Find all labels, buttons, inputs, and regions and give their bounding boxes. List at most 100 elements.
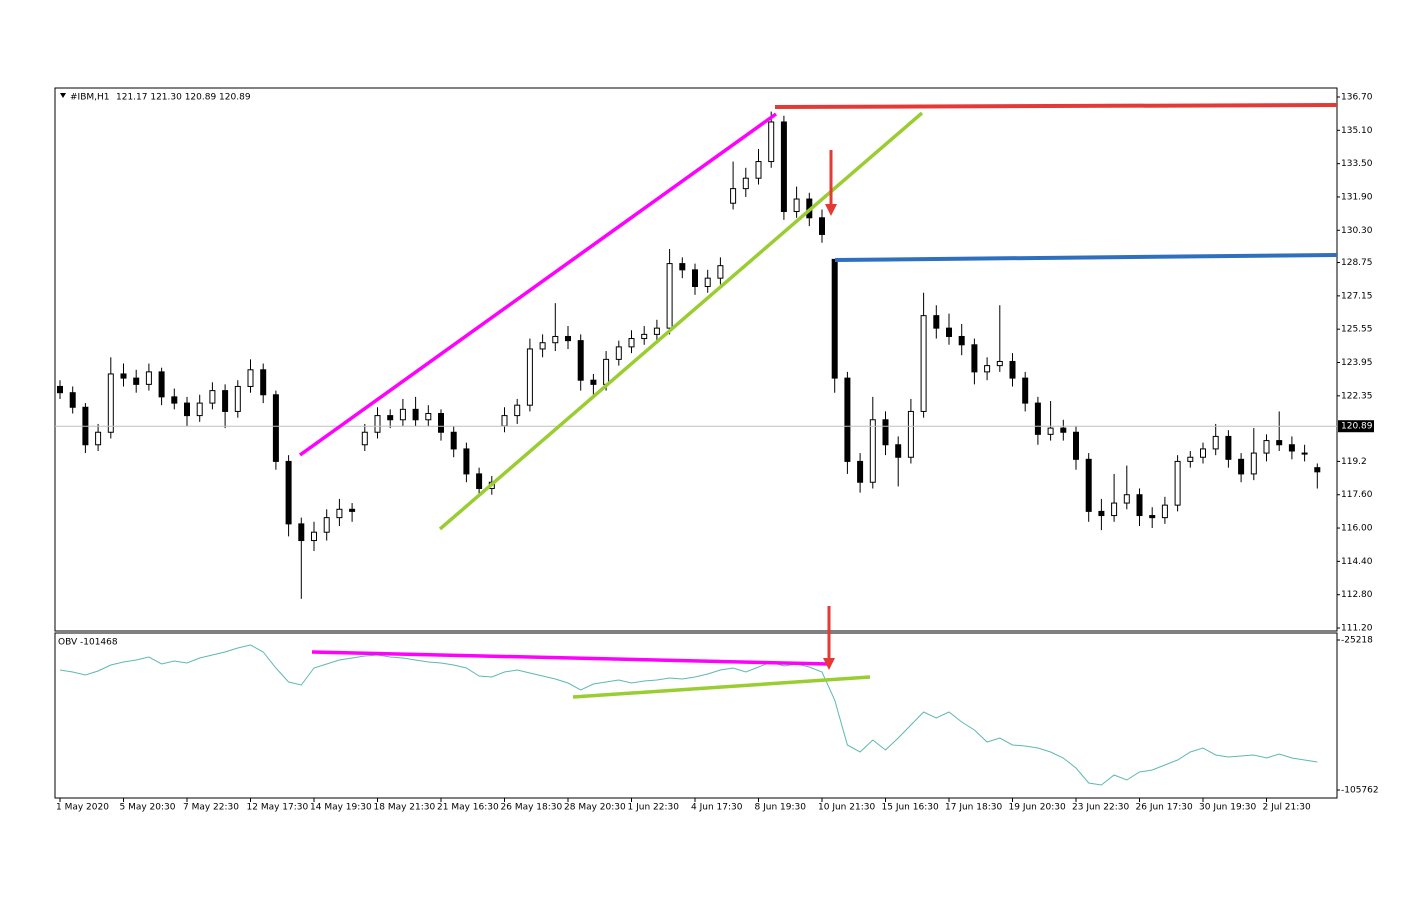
- candle-body: [1009, 360, 1016, 379]
- candle-body: [1123, 494, 1130, 504]
- candle-body: [272, 394, 279, 462]
- x-tick-label: 18 May 21:30: [374, 803, 436, 813]
- candle-body: [222, 390, 229, 412]
- trend-line: [572, 675, 871, 699]
- candle-body: [895, 444, 902, 458]
- x-tick-label: 5 May 20:30: [120, 803, 176, 813]
- candle-body: [730, 188, 737, 204]
- candle-body: [590, 379, 597, 385]
- current-price-box: [1338, 420, 1374, 433]
- annotations: [298, 103, 1338, 699]
- x-tick-label: 7 May 22:30: [183, 803, 239, 813]
- trend-line: [438, 111, 924, 531]
- candle-body: [1174, 460, 1181, 506]
- candle-body: [1047, 427, 1054, 435]
- obv-pane: [54, 632, 1338, 799]
- candle-body: [260, 369, 267, 396]
- candle-body: [425, 413, 432, 421]
- x-tick-label: 1 Jun 22:30: [628, 803, 680, 813]
- candle-body: [552, 335, 559, 344]
- candle-body: [920, 315, 927, 412]
- candle-body: [323, 517, 330, 533]
- candle-body: [1263, 440, 1270, 454]
- candle-body: [145, 371, 152, 385]
- candle-body: [1301, 452, 1308, 455]
- candle-body: [704, 277, 711, 287]
- candle-body: [463, 448, 470, 475]
- candle-body: [984, 365, 991, 373]
- y-tick-label: 125.55: [1341, 325, 1373, 335]
- x-tick-label: 10 Jun 21:30: [818, 803, 875, 813]
- x-tick-label: 30 Jun 19:30: [1199, 803, 1256, 813]
- candle-body: [501, 415, 508, 427]
- current-price-label: 120.89: [1341, 422, 1373, 432]
- candle-body: [907, 410, 914, 458]
- x-tick-label: 2 Jul 21:30: [1263, 803, 1312, 813]
- candle-body: [1085, 458, 1092, 512]
- arrow-head: [823, 658, 835, 670]
- candle-body: [628, 338, 635, 348]
- x-tick-label: 4 Jun 17:30: [691, 803, 743, 813]
- candle-body: [1022, 377, 1029, 404]
- pane-menu-icon: [60, 93, 66, 98]
- y-tick-label: 114.40: [1341, 557, 1373, 567]
- candle-body: [793, 198, 800, 213]
- x-tick-label: 23 Jun 22:30: [1072, 803, 1129, 813]
- candle-body: [450, 431, 457, 450]
- x-tick-label: 1 May 2020: [56, 803, 109, 813]
- y-tick-label: 130.30: [1341, 226, 1373, 236]
- candle-body: [1238, 458, 1245, 475]
- candle-body: [780, 121, 787, 213]
- candle-body: [1212, 435, 1219, 450]
- candle-body: [412, 408, 419, 421]
- candle-body: [717, 265, 724, 279]
- y-tick-label: 111.20: [1341, 624, 1373, 634]
- candle-body: [1034, 402, 1041, 435]
- candle-body: [374, 415, 381, 433]
- candle-body: [819, 217, 825, 235]
- candle-body: [996, 360, 1003, 367]
- candle-body: [577, 340, 584, 381]
- candle-body: [107, 373, 114, 433]
- candle-body: [1073, 431, 1079, 460]
- candle-body: [882, 419, 889, 446]
- y-tick-label: -105762: [1341, 786, 1379, 796]
- candle-body: [438, 413, 444, 433]
- candle-body: [1136, 494, 1143, 517]
- candle-body: [946, 327, 952, 337]
- x-tick-label: 21 May 16:30: [437, 803, 499, 813]
- quote: 121.17 121.30 120.89 120.89: [116, 93, 251, 103]
- candle-body: [857, 460, 864, 483]
- candle-body: [679, 263, 686, 271]
- trend-line: [311, 650, 830, 666]
- candle-body: [958, 335, 965, 346]
- candle-body: [1276, 440, 1283, 446]
- candle-body: [336, 508, 343, 519]
- candle-body: [692, 269, 698, 287]
- candle-body: [476, 473, 483, 489]
- candle-body: [120, 373, 127, 379]
- candle-body: [755, 161, 762, 179]
- candle-body: [311, 531, 317, 542]
- obv-line: [59, 644, 1318, 786]
- price-pane: [54, 87, 1338, 632]
- candle-body: [95, 431, 102, 446]
- x-tick-label: 26 May 18:30: [501, 803, 563, 813]
- candle-body: [1225, 435, 1232, 460]
- y-tick-label: 119.2: [1341, 457, 1367, 467]
- candle-body: [1111, 502, 1118, 517]
- y-tick-label: 116.00: [1341, 524, 1373, 534]
- candle-body: [641, 333, 648, 340]
- trend-line: [298, 112, 778, 457]
- candle-body: [171, 396, 178, 404]
- support-line: [834, 253, 1338, 262]
- candle-body: [184, 402, 190, 417]
- candle-body: [768, 121, 775, 163]
- candle-body: [158, 371, 165, 398]
- candle-body: [209, 390, 216, 404]
- candle-body: [1250, 452, 1257, 475]
- candle-body: [361, 431, 368, 446]
- y-tick-label: 135.10: [1341, 126, 1373, 136]
- obv-title: OBV -101468: [58, 638, 118, 648]
- candle-body: [57, 385, 63, 394]
